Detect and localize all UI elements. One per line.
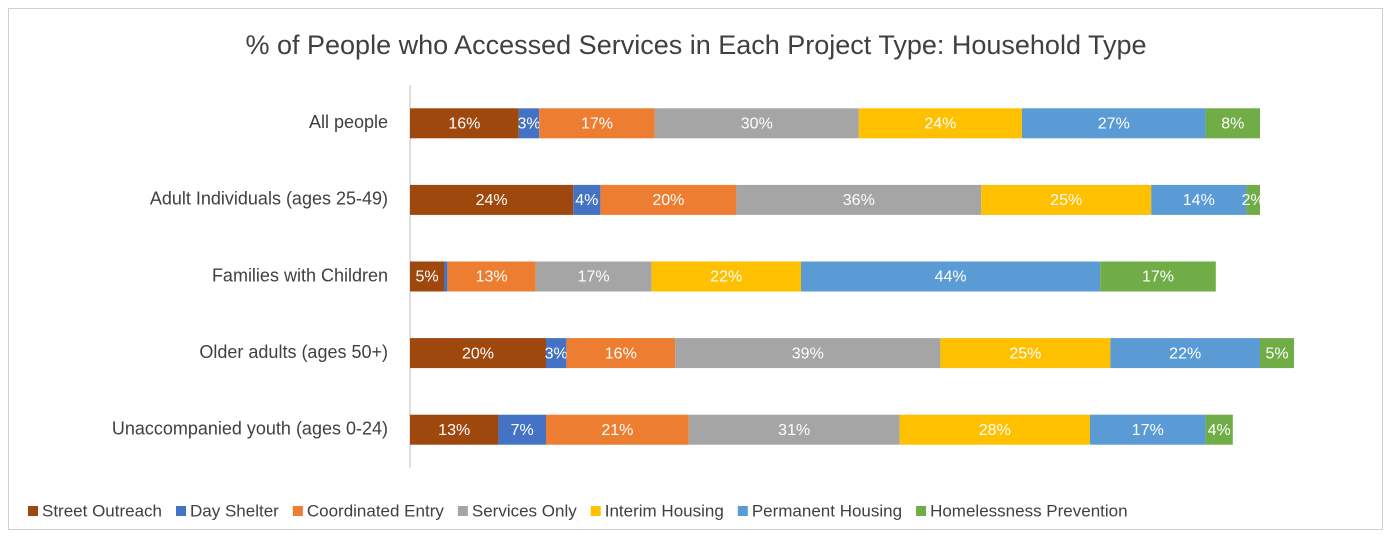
bar-segment [940, 338, 1111, 369]
bar-segment [651, 261, 801, 292]
legend-label: Interim Housing [605, 501, 724, 520]
bar-segment [539, 108, 655, 139]
bar-segment [801, 261, 1101, 292]
y-tick-label: Families with Children [212, 265, 388, 285]
data-label: 16% [448, 116, 480, 133]
bar-segment [1205, 414, 1233, 445]
bar-segment [1090, 414, 1206, 445]
bar-segment [1205, 108, 1260, 139]
data-label: 14% [1183, 192, 1215, 209]
legend-label: Street Outreach [42, 501, 162, 520]
data-label: 24% [924, 116, 956, 133]
data-label: 5% [1265, 345, 1288, 362]
data-label: 4% [575, 192, 598, 209]
legend-label: Homelessness Prevention [930, 501, 1127, 520]
legend-swatch [457, 506, 468, 516]
data-label: 25% [1009, 345, 1041, 362]
bar-segment [546, 414, 689, 445]
data-label: 24% [476, 192, 508, 209]
data-label: 13% [438, 422, 470, 439]
legend-label: Permanent Housing [752, 501, 902, 520]
bar-segment [1260, 338, 1294, 369]
data-label: 17% [578, 269, 610, 286]
y-tick-label: Adult Individuals (ages 25-49) [150, 189, 388, 209]
bar-segment [1246, 184, 1260, 215]
y-tick-label: Unaccompanied youth (ages 0-24) [112, 418, 388, 438]
bar-segment [899, 414, 1090, 445]
data-label: 7% [511, 422, 534, 439]
data-label: 3% [545, 345, 568, 362]
bar-segment [858, 108, 1022, 139]
data-label: 13% [476, 269, 508, 286]
bar-segment [410, 414, 499, 445]
chart-title: % of People who Accessed Services in Eac… [245, 30, 1146, 60]
bar-segment [518, 108, 540, 139]
data-label: 25% [1050, 192, 1082, 209]
data-label: 27% [1098, 116, 1130, 133]
bar-segment [688, 414, 900, 445]
bar-segment [447, 261, 536, 292]
bar-segment [444, 261, 448, 292]
data-label: 17% [581, 116, 613, 133]
data-label: 16% [605, 345, 637, 362]
legend-label: Day Shelter [190, 501, 279, 520]
bar-segment [410, 184, 574, 215]
bar-segment [1110, 338, 1260, 369]
legend-swatch [737, 506, 748, 516]
data-label: 3% [517, 116, 540, 133]
legend-label: Services Only [472, 501, 577, 520]
data-label: 5% [415, 269, 438, 286]
legend-swatch [28, 506, 38, 516]
y-tick-label: All people [309, 112, 388, 132]
legend-swatch [590, 506, 601, 516]
bar-segment [981, 184, 1152, 215]
data-label: 28% [979, 422, 1011, 439]
bar-segment [675, 338, 941, 369]
bar-segment [1022, 108, 1206, 139]
legend-swatch [176, 506, 187, 516]
bar-segment [535, 261, 652, 292]
data-label: 21% [601, 422, 633, 439]
bar-segment [736, 184, 982, 215]
bar-segment [546, 338, 567, 369]
legend-swatch [916, 506, 927, 516]
data-label: 31% [778, 422, 810, 439]
bar-segment [654, 108, 859, 139]
data-label: 36% [843, 192, 875, 209]
data-label: 44% [935, 269, 967, 286]
data-label: 20% [652, 192, 684, 209]
bar-segment [410, 261, 444, 292]
data-label: 30% [741, 116, 773, 133]
data-label: 20% [462, 345, 494, 362]
data-label: 22% [1169, 345, 1201, 362]
data-label: 22% [710, 269, 742, 286]
data-label: 39% [792, 345, 824, 362]
data-label: 4% [1208, 422, 1231, 439]
data-label: 17% [1132, 422, 1164, 439]
bar-segment [1151, 184, 1247, 215]
bar-segment [573, 184, 601, 215]
legend-label: Coordinated Entry [307, 501, 445, 520]
data-label: 17% [1142, 269, 1174, 286]
bar-segment [410, 338, 546, 369]
bar-segment [600, 184, 737, 215]
data-label: 2% [1242, 192, 1265, 209]
bar-segment [1100, 261, 1216, 292]
y-tick-label: Older adults (ages 50+) [199, 342, 388, 362]
bar-segment [498, 414, 546, 445]
bar-segment [566, 338, 676, 369]
legend-swatch [292, 506, 303, 516]
data-label: 8% [1221, 116, 1244, 133]
bar-segment [410, 108, 519, 139]
